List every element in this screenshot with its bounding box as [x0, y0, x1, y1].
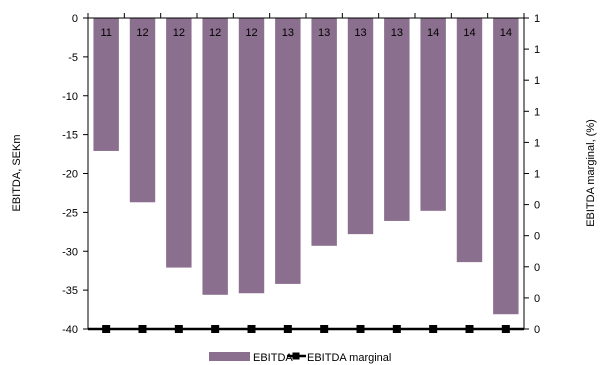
ebitda-bar	[166, 18, 192, 268]
ebitda-marginal-point	[174, 325, 183, 333]
right-tick-label: 0	[534, 262, 540, 274]
right-tick-label: 0	[534, 231, 540, 243]
ebitda-marginal-point	[465, 325, 474, 333]
ebitda-marginal-point	[283, 325, 292, 333]
ebitda-marginal-point	[247, 325, 256, 333]
bar-data-label: 14	[463, 27, 475, 39]
y-axis-title: EBITDA, SEKm	[11, 134, 23, 211]
ebitda-marginal-point	[320, 325, 329, 333]
left-tick-label: 0	[72, 13, 78, 25]
left-tick-label: -35	[62, 285, 78, 297]
ebitda-marginal-point	[501, 325, 510, 333]
ebitda-bar	[347, 18, 374, 235]
x-ticks	[87, 13, 525, 18]
legend: EBITDA EBITDA marginal	[209, 352, 391, 364]
bar-data-label: 13	[318, 27, 330, 39]
ebitda-bar	[238, 18, 265, 294]
ebitda-marginal-point	[392, 325, 401, 333]
ebitda-bar	[129, 18, 156, 203]
right-tick-label: 1	[534, 13, 540, 25]
ebitda-marginal-point	[356, 325, 365, 333]
ebitda-bar	[456, 18, 483, 263]
bar-data-labels: 11 12 12 12 12 13 13 13 13 14 14 14	[100, 27, 512, 39]
ebitda-marginal-point	[429, 325, 438, 333]
legend-swatch-ebitda	[209, 352, 250, 361]
right-tick-label: 1	[534, 169, 540, 181]
left-tick-label: -40	[62, 324, 78, 336]
left-tick-label: -25	[62, 207, 78, 219]
bar-data-label: 12	[173, 27, 185, 39]
ebitda-marginal-point	[211, 325, 220, 333]
ebitda-bar	[202, 18, 228, 295]
right-tick-label: 1	[534, 106, 540, 118]
ebitda-bar	[275, 18, 301, 284]
ebitda-bar	[493, 18, 519, 315]
bar-data-label: 12	[245, 27, 257, 39]
bar-data-label: 13	[282, 27, 294, 39]
ebitda-marginal-line	[88, 325, 524, 333]
right-tick-label: 1	[534, 75, 540, 87]
right-y-ticks: 1 1 1 1 1 1 0 0 0 0 0	[524, 13, 540, 336]
right-tick-label: 0	[534, 324, 540, 336]
ebitda-marginal-point	[102, 325, 111, 333]
y2-axis-title: EBITDA marginal, (%)	[585, 119, 597, 227]
left-tick-label: -30	[62, 246, 78, 258]
bar-data-label: 14	[500, 27, 512, 39]
bar-data-label: 12	[136, 27, 148, 39]
bar-data-label: 12	[209, 27, 221, 39]
left-tick-label: -15	[62, 130, 78, 142]
legend-swatch-marginal-marker	[292, 352, 300, 360]
ebitda-bar	[384, 18, 410, 221]
legend-label-marginal: EBITDA marginal	[307, 352, 391, 364]
left-y-ticks: 0 -5 -10 -15 -20 -25 -30 -35 -40	[62, 13, 88, 336]
ebitda-bars	[93, 18, 519, 315]
right-tick-label: 1	[534, 44, 540, 56]
ebitda-bar	[311, 18, 337, 246]
bar-data-label: 11	[100, 27, 111, 39]
left-tick-label: -10	[62, 91, 78, 103]
bar-data-label: 14	[427, 27, 439, 39]
ebitda-bar	[93, 18, 119, 151]
right-tick-label: 0	[534, 293, 540, 305]
ebitda-marginal-point	[138, 325, 147, 333]
right-tick-label: 1	[534, 137, 540, 149]
ebitda-bar	[420, 18, 446, 211]
legend-label-ebitda: EBITDA	[253, 352, 293, 364]
bar-data-label: 13	[391, 27, 403, 39]
bar-data-label: 13	[354, 27, 366, 39]
right-tick-label: 0	[534, 200, 540, 212]
left-tick-label: -20	[62, 169, 78, 181]
left-tick-label: -5	[68, 52, 78, 64]
